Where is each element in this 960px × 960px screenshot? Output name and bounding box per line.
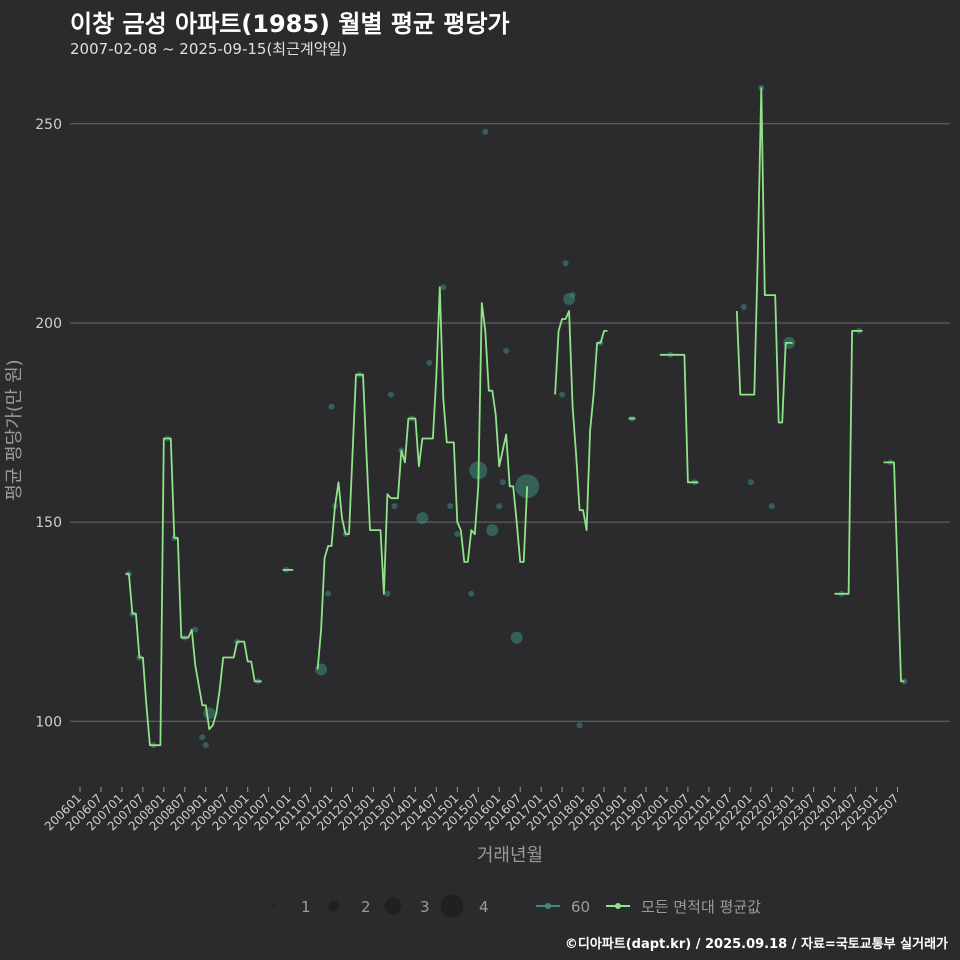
chart-title: 이창 금성 아파트(1985) 월별 평균 평당가 (70, 10, 510, 38)
y-tick-label: 200 (35, 316, 62, 332)
data-point (387, 391, 394, 398)
y-tick-label: 100 (35, 714, 62, 730)
data-point (503, 347, 510, 354)
legend-size-circle (440, 894, 464, 918)
data-point (768, 503, 775, 510)
x-axis-ticks: 2006012006072007012007072008012008072009… (42, 787, 902, 834)
average-line-segment (834, 330, 863, 595)
legend: 1 2 3 4 60 모든 면적대 평균값 (272, 894, 761, 918)
legend-size-label: 1 (301, 898, 311, 916)
data-point (747, 479, 754, 486)
data-point (482, 128, 489, 135)
average-line-segment (554, 310, 608, 531)
legend-series-60-dot (545, 903, 551, 909)
data-point (384, 590, 391, 597)
data-point (203, 707, 216, 720)
data-point (901, 678, 908, 685)
legend-series-avg-label: 모든 면적대 평균값 (641, 898, 761, 916)
average-line-segment (735, 87, 793, 424)
footer-credit: ©디아파트(dapt.kr) / 2025.09.18 / 자료=국토교통부 실… (564, 937, 948, 952)
data-point (315, 663, 328, 676)
legend-series-60-label: 60 (571, 898, 590, 916)
chart-subtitle: 2007-02-08 ~ 2025-09-15(최근계약일) (70, 40, 348, 58)
data-point (192, 626, 199, 633)
x-axis-title: 거래년월 (477, 845, 543, 866)
average-line-segment (659, 353, 699, 484)
data-point (510, 631, 523, 644)
average-line (125, 87, 905, 747)
average-line-segment (316, 286, 529, 670)
legend-size-circle (328, 900, 340, 912)
scatter-points (125, 84, 908, 749)
data-point (325, 590, 332, 597)
legend-size-circle (272, 904, 276, 908)
data-point (496, 503, 503, 510)
legend-series-avg-dot (615, 903, 621, 909)
y-axis-ticks: 100 150 200 250 (35, 117, 62, 730)
y-tick-label: 250 (35, 117, 62, 133)
y-tick-label: 150 (35, 515, 62, 531)
legend-size-label: 4 (479, 898, 489, 916)
average-line-segment (125, 437, 262, 747)
data-point (199, 734, 206, 741)
legend-size-label: 3 (420, 898, 430, 916)
data-point (447, 503, 454, 510)
data-point (740, 304, 747, 311)
grid-lines (70, 123, 950, 722)
data-point (391, 503, 398, 510)
legend-size-circle (384, 897, 402, 915)
data-point (328, 403, 335, 410)
data-point (559, 391, 566, 398)
y-axis-title: 평균 평당가(만 원) (4, 359, 25, 500)
data-point (576, 722, 583, 729)
data-point (468, 590, 475, 597)
data-point (562, 260, 569, 267)
data-point (440, 284, 447, 291)
data-point (454, 531, 461, 538)
data-point (426, 359, 433, 366)
data-point (515, 474, 540, 499)
data-point (499, 479, 506, 486)
data-point (569, 292, 576, 299)
average-line-segment (883, 461, 905, 683)
data-point (202, 742, 209, 749)
data-point (416, 512, 429, 525)
data-point (486, 524, 499, 537)
legend-size-label: 2 (361, 898, 371, 916)
